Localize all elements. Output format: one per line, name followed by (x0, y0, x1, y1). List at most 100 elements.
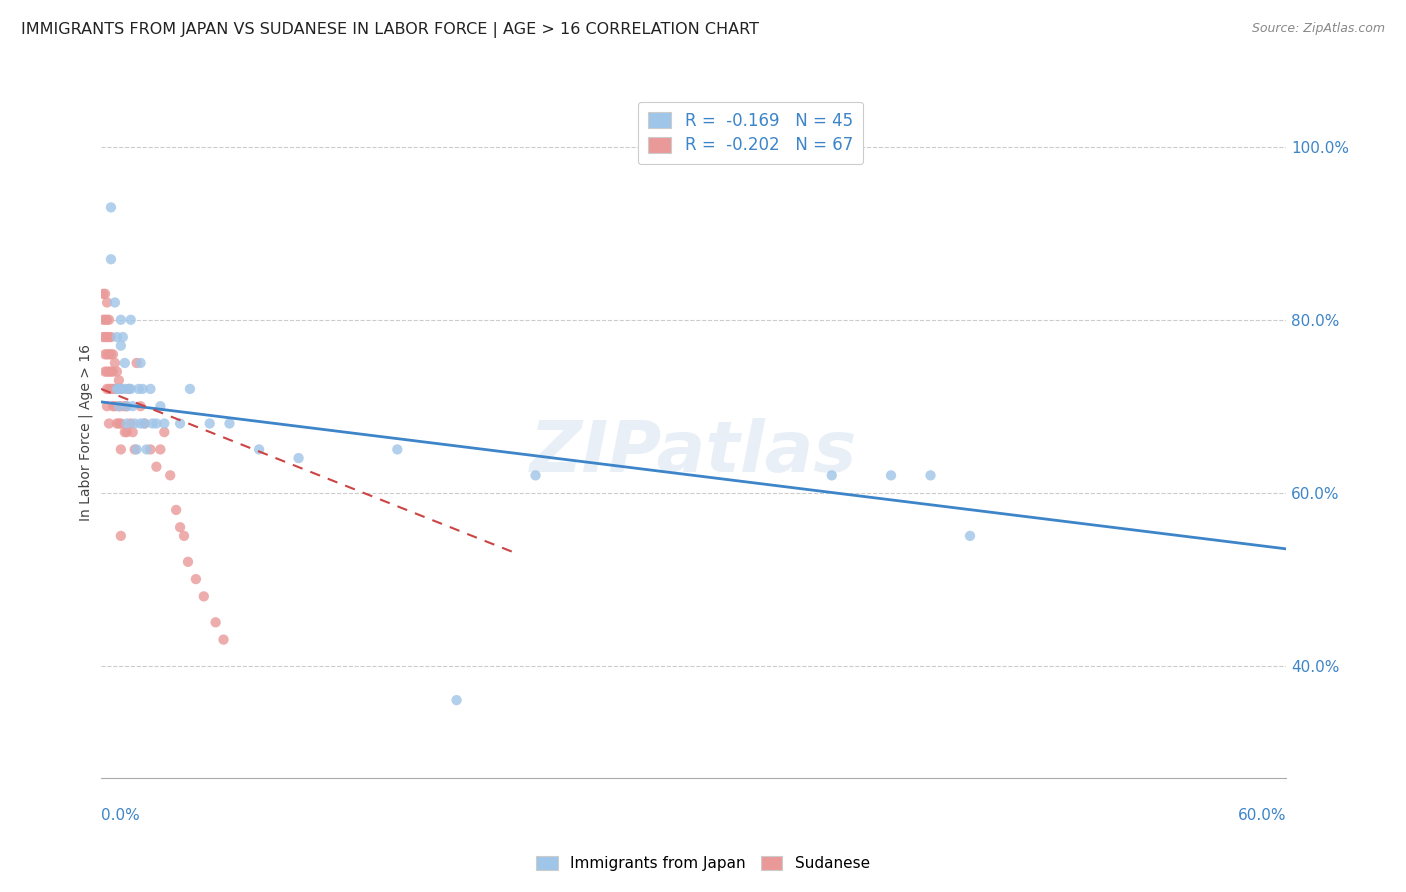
Point (120, 417, 142, 431)
Point (100, 252, 122, 267)
Point (120, 312, 142, 326)
Point (98, 330, 121, 344)
Point (139, 442, 162, 457)
Point (98, 382, 121, 396)
Legend: Immigrants from Japan, Sudanese: Immigrants from Japan, Sudanese (530, 850, 876, 877)
Point (821, 468, 844, 483)
Point (159, 468, 181, 483)
Point (114, 399, 136, 413)
Point (115, 399, 138, 413)
Point (153, 417, 176, 431)
Point (124, 442, 146, 457)
Point (139, 382, 162, 396)
Point (145, 459, 167, 474)
Point (101, 399, 124, 413)
Point (129, 356, 152, 370)
Point (149, 442, 172, 457)
Point (179, 382, 201, 396)
Point (105, 330, 128, 344)
Point (125, 356, 148, 370)
Point (920, 468, 942, 483)
Point (96, 399, 118, 413)
Point (115, 417, 138, 431)
Point (204, 615, 226, 630)
Point (100, 347, 122, 361)
Point (108, 382, 131, 396)
Point (105, 382, 128, 396)
Point (198, 417, 221, 431)
Point (96, 295, 118, 310)
Point (115, 425, 138, 439)
Point (100, 330, 122, 344)
Point (169, 520, 191, 534)
Point (128, 382, 150, 396)
Point (104, 295, 127, 310)
Point (96, 330, 118, 344)
Point (96, 365, 118, 379)
Point (524, 468, 547, 483)
Point (173, 529, 195, 543)
Point (153, 425, 176, 439)
Point (114, 425, 136, 439)
Point (124, 417, 146, 431)
Point (110, 529, 132, 543)
Point (108, 373, 131, 387)
Text: Source: ZipAtlas.com: Source: ZipAtlas.com (1251, 22, 1385, 36)
Point (193, 590, 215, 604)
Point (959, 529, 981, 543)
Point (100, 382, 122, 396)
Point (110, 417, 132, 431)
Point (110, 442, 132, 457)
Point (104, 382, 127, 396)
Point (125, 442, 148, 457)
Point (120, 382, 142, 396)
Point (104, 399, 127, 413)
Point (212, 632, 235, 647)
Point (287, 451, 309, 466)
Point (108, 399, 131, 413)
Point (110, 339, 132, 353)
Point (110, 312, 132, 326)
Point (114, 382, 136, 396)
Text: 60.0%: 60.0% (1237, 808, 1286, 823)
Point (104, 356, 127, 370)
Point (98, 417, 121, 431)
Point (114, 356, 136, 370)
Point (177, 555, 200, 569)
Point (110, 382, 132, 396)
Point (129, 399, 152, 413)
Point (98, 347, 121, 361)
Point (115, 399, 138, 413)
Point (218, 417, 240, 431)
Point (184, 572, 207, 586)
Point (94, 312, 117, 326)
Point (169, 417, 191, 431)
Point (165, 503, 187, 517)
Point (387, 442, 409, 457)
Point (96, 312, 118, 326)
Point (108, 399, 131, 413)
Point (98, 365, 121, 379)
Point (121, 399, 143, 413)
Point (118, 382, 141, 396)
Text: ZIPatlas: ZIPatlas (530, 418, 858, 487)
Point (94, 330, 117, 344)
Point (247, 442, 270, 457)
Text: 0.0%: 0.0% (101, 808, 139, 823)
Point (134, 417, 156, 431)
Point (121, 425, 143, 439)
Point (105, 365, 128, 379)
Point (110, 382, 132, 396)
Point (446, 693, 468, 707)
Point (94, 286, 117, 301)
Point (110, 399, 132, 413)
Point (91, 312, 114, 326)
Point (96, 347, 118, 361)
Point (96, 382, 118, 396)
Point (94, 365, 117, 379)
Point (98, 312, 121, 326)
Point (108, 417, 131, 431)
Legend: R =  -0.169   N = 45, R =  -0.202   N = 67: R = -0.169 N = 45, R = -0.202 N = 67 (638, 102, 863, 164)
Text: IMMIGRANTS FROM JAPAN VS SUDANESE IN LABOR FORCE | AGE > 16 CORRELATION CHART: IMMIGRANTS FROM JAPAN VS SUDANESE IN LAB… (21, 22, 759, 38)
Point (100, 200, 122, 214)
